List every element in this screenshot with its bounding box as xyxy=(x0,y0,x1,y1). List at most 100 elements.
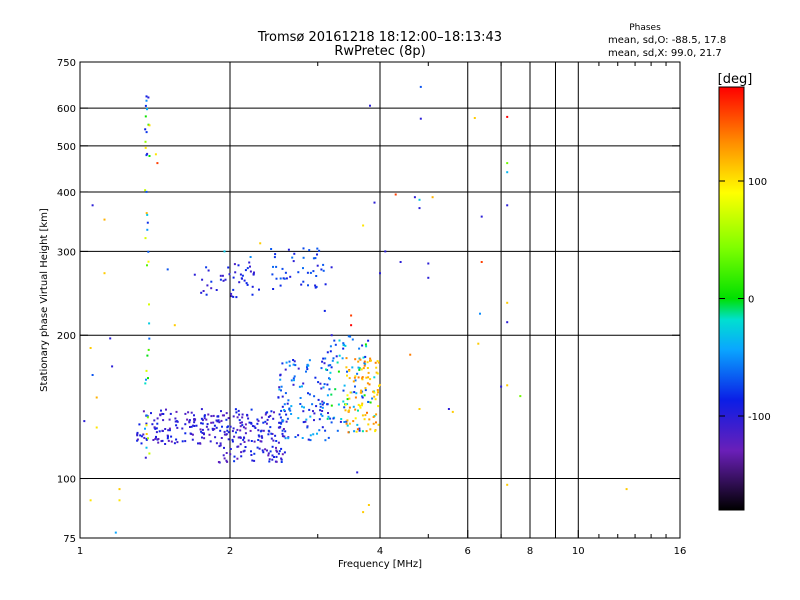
data-point xyxy=(210,287,213,290)
data-point xyxy=(366,361,369,364)
data-point xyxy=(199,442,202,445)
data-point xyxy=(348,397,351,400)
data-point xyxy=(221,425,223,428)
data-point xyxy=(294,436,297,438)
data-point xyxy=(249,270,252,273)
data-point xyxy=(473,117,476,119)
data-point xyxy=(167,429,170,432)
data-point xyxy=(360,368,363,371)
data-point xyxy=(176,420,179,423)
data-point xyxy=(409,353,412,356)
data-point xyxy=(359,358,362,361)
data-point xyxy=(145,154,148,157)
data-point xyxy=(144,128,147,131)
data-point xyxy=(187,411,190,414)
data-point xyxy=(272,265,274,268)
data-point xyxy=(286,402,289,405)
data-point xyxy=(217,419,220,422)
data-point xyxy=(326,417,329,420)
data-point xyxy=(181,440,184,443)
data-point xyxy=(303,406,305,409)
data-point xyxy=(145,95,148,98)
data-point xyxy=(343,384,346,387)
data-point xyxy=(146,264,148,267)
data-point xyxy=(95,396,98,399)
data-point xyxy=(327,364,330,367)
data-point xyxy=(329,350,332,353)
data-point xyxy=(357,376,360,379)
data-point xyxy=(258,435,261,438)
data-point xyxy=(345,366,348,369)
data-point xyxy=(354,396,357,399)
data-point xyxy=(184,423,187,426)
data-point xyxy=(290,405,293,408)
data-point xyxy=(298,385,301,388)
data-point xyxy=(156,417,159,420)
data-point xyxy=(214,436,217,439)
data-point xyxy=(326,394,329,397)
data-point xyxy=(197,442,199,445)
data-point xyxy=(148,322,151,325)
data-point xyxy=(377,361,380,364)
data-point xyxy=(278,386,281,389)
colorbar-ticks: 100 0 -100 xyxy=(719,177,771,423)
data-point xyxy=(249,265,251,268)
data-point xyxy=(166,268,169,271)
data-point xyxy=(155,431,158,434)
data-point xyxy=(364,387,367,390)
data-point xyxy=(223,446,225,449)
data-point xyxy=(297,367,300,370)
data-point xyxy=(297,271,300,274)
data-point xyxy=(210,280,213,283)
data-point xyxy=(175,424,178,427)
data-point xyxy=(377,405,380,408)
data-point xyxy=(181,427,184,430)
data-point xyxy=(243,441,246,443)
data-point xyxy=(314,376,317,379)
data-point xyxy=(327,415,330,418)
data-point xyxy=(241,424,244,427)
data-point xyxy=(500,385,503,388)
data-point xyxy=(325,368,327,371)
data-point xyxy=(267,429,270,432)
data-point xyxy=(324,439,327,442)
data-point xyxy=(342,347,345,350)
data-point xyxy=(233,460,236,463)
data-point xyxy=(334,343,337,346)
data-point xyxy=(307,284,309,287)
data-point xyxy=(148,337,151,340)
data-point xyxy=(279,277,282,280)
data-point xyxy=(244,446,247,448)
data-point xyxy=(140,435,143,438)
data-point xyxy=(109,337,112,340)
data-point xyxy=(358,427,361,430)
data-point xyxy=(358,347,361,350)
data-point xyxy=(447,408,450,410)
data-point xyxy=(305,418,308,421)
data-point xyxy=(329,345,332,348)
data-point xyxy=(326,351,329,354)
data-point xyxy=(419,117,422,120)
data-point xyxy=(168,427,171,430)
data-point xyxy=(246,283,249,286)
data-point xyxy=(251,425,254,427)
data-point xyxy=(168,429,171,432)
data-point xyxy=(364,343,367,346)
data-point xyxy=(286,417,289,420)
chart-title: Tromsø 20161218 18:12:00–18:13:43 xyxy=(257,30,502,45)
data-point xyxy=(281,267,284,270)
data-point xyxy=(238,413,241,416)
data-point xyxy=(146,221,149,224)
data-point xyxy=(356,428,359,431)
data-point xyxy=(367,504,370,506)
x-tick-label: 4 xyxy=(377,546,383,557)
data-point xyxy=(300,283,303,286)
data-point xyxy=(361,377,363,380)
data-point xyxy=(477,342,480,345)
data-point xyxy=(321,410,324,412)
data-point xyxy=(506,384,509,387)
data-point xyxy=(268,458,271,461)
data-point xyxy=(261,436,264,439)
data-point xyxy=(364,355,367,358)
data-point xyxy=(237,436,240,439)
